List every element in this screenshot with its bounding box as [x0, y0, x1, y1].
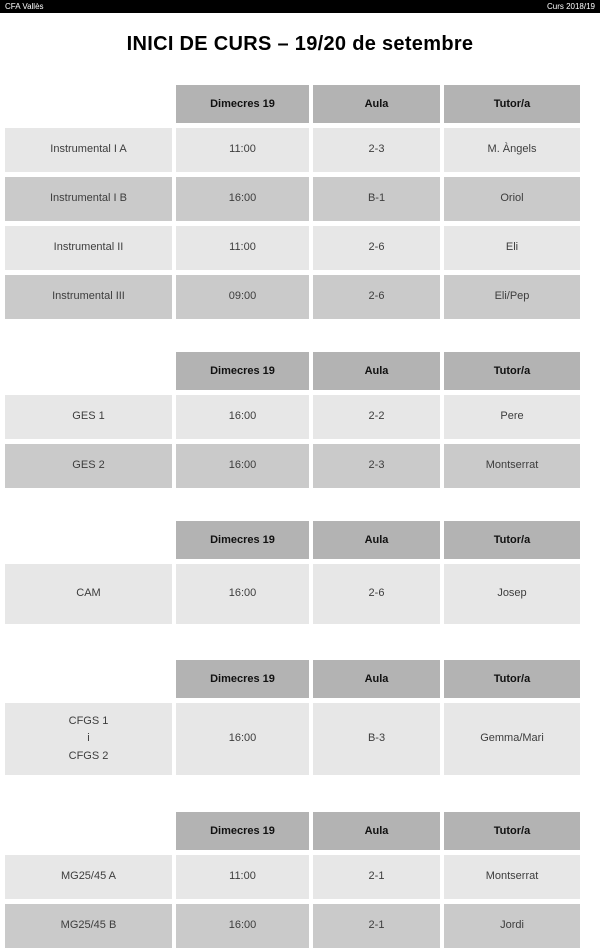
cell-time: 09:00 [176, 275, 309, 319]
cell-room: 2-6 [313, 226, 440, 270]
cell-time: 16:00 [176, 564, 309, 624]
table-mg25-45: Dimecres 19 Aula Tutor/a MG25/45 A 11:00… [5, 812, 580, 948]
cell-time: 11:00 [176, 128, 309, 172]
cell-label: GES 2 [5, 444, 172, 488]
cell-room: B-3 [313, 703, 440, 775]
column-header-room: Aula [313, 812, 440, 850]
cell-time: 16:00 [176, 703, 309, 775]
cell-label: CFGS 1 i CFGS 2 [5, 703, 172, 775]
header-empty-cell [5, 660, 172, 698]
column-header-day: Dimecres 19 [176, 660, 309, 698]
cell-label: MG25/45 B [5, 904, 172, 948]
column-header-day: Dimecres 19 [176, 812, 309, 850]
column-header-room: Aula [313, 352, 440, 390]
cell-time: 16:00 [176, 395, 309, 439]
cell-tutor: Gemma/Mari [444, 703, 580, 775]
header-empty-cell [5, 812, 172, 850]
column-header-day: Dimecres 19 [176, 352, 309, 390]
cell-tutor: Josep [444, 564, 580, 624]
header-empty-cell [5, 521, 172, 559]
header-empty-cell [5, 85, 172, 123]
column-header-room: Aula [313, 660, 440, 698]
table-cam: Dimecres 19 Aula Tutor/a CAM 16:00 2-6 J… [5, 521, 580, 624]
column-header-tutor: Tutor/a [444, 85, 580, 123]
column-header-day: Dimecres 19 [176, 521, 309, 559]
column-header-tutor: Tutor/a [444, 812, 580, 850]
header-right-text: Curs 2018/19 [546, 2, 595, 11]
table-instrumental: Dimecres 19 Aula Tutor/a Instrumental I … [5, 85, 580, 319]
header-left-text: CFA Vallès [5, 2, 44, 11]
cell-room: B-1 [313, 177, 440, 221]
cell-tutor: M. Àngels [444, 128, 580, 172]
column-header-tutor: Tutor/a [444, 660, 580, 698]
column-header-tutor: Tutor/a [444, 521, 580, 559]
cell-label: GES 1 [5, 395, 172, 439]
cell-label: Instrumental III [5, 275, 172, 319]
cell-room: 2-3 [313, 128, 440, 172]
table-cfgs: Dimecres 19 Aula Tutor/a CFGS 1 i CFGS 2… [5, 660, 580, 775]
cell-room: 2-6 [313, 275, 440, 319]
cell-tutor: Montserrat [444, 444, 580, 488]
cell-tutor: Oriol [444, 177, 580, 221]
cell-room: 2-6 [313, 564, 440, 624]
cell-time: 16:00 [176, 904, 309, 948]
cell-label: CAM [5, 564, 172, 624]
cell-tutor: Montserrat [444, 855, 580, 899]
cell-tutor: Pere [444, 395, 580, 439]
column-header-room: Aula [313, 521, 440, 559]
table-ges: Dimecres 19 Aula Tutor/a GES 1 16:00 2-2… [5, 352, 580, 488]
header-empty-cell [5, 352, 172, 390]
page-header-bar: CFA Vallès Curs 2018/19 [0, 0, 600, 13]
column-header-tutor: Tutor/a [444, 352, 580, 390]
cell-room: 2-3 [313, 444, 440, 488]
cell-tutor: Jordi [444, 904, 580, 948]
cell-label: Instrumental I B [5, 177, 172, 221]
cell-time: 16:00 [176, 177, 309, 221]
cell-room: 2-1 [313, 904, 440, 948]
cell-label: Instrumental II [5, 226, 172, 270]
cell-room: 2-2 [313, 395, 440, 439]
column-header-room: Aula [313, 85, 440, 123]
page-title: INICI DE CURS – 19/20 de setembre [126, 33, 474, 55]
cell-room: 2-1 [313, 855, 440, 899]
cell-time: 16:00 [176, 444, 309, 488]
cell-label: Instrumental I A [5, 128, 172, 172]
cell-time: 11:00 [176, 855, 309, 899]
cell-time: 11:00 [176, 226, 309, 270]
column-header-day: Dimecres 19 [176, 85, 309, 123]
cell-tutor: Eli [444, 226, 580, 270]
cell-tutor: Eli/Pep [444, 275, 580, 319]
cell-label: MG25/45 A [5, 855, 172, 899]
